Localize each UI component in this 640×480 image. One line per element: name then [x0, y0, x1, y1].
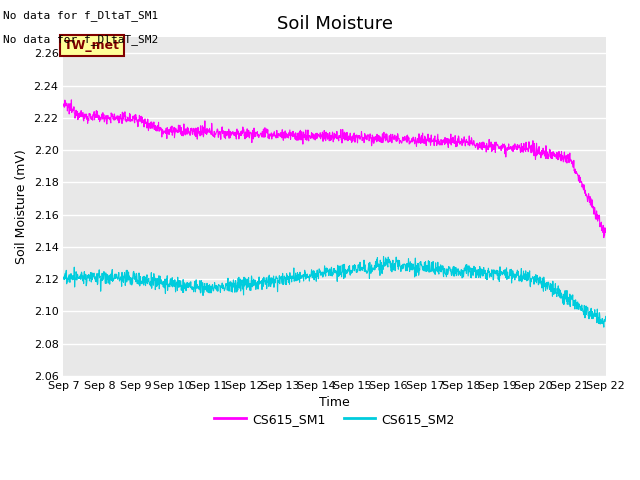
CS615_SM2: [102, 281, 109, 287]
Title: Soil Moisture: Soil Moisture: [276, 15, 392, 33]
Line: CS615_SM1: CS615_SM1: [63, 100, 605, 238]
CS615_SM2: [368, 269, 376, 275]
CS615_SM2: [60, 276, 67, 281]
CS615_SM2: [602, 313, 609, 319]
Y-axis label: Soil Moisture (mV): Soil Moisture (mV): [15, 149, 28, 264]
CS615_SM1: [290, 133, 298, 139]
Text: No data for f_DltaT_SM1: No data for f_DltaT_SM1: [3, 10, 159, 21]
Text: No data for f_DltaT_SM2: No data for f_DltaT_SM2: [3, 34, 159, 45]
CS615_SM2: [124, 274, 131, 279]
Line: CS615_SM2: CS615_SM2: [63, 256, 605, 327]
CS615_SM1: [369, 132, 376, 138]
CS615_SM2: [290, 273, 298, 278]
CS615_SM1: [602, 227, 609, 232]
Text: TW_met: TW_met: [64, 39, 120, 52]
CS615_SM1: [301, 131, 309, 137]
CS615_SM2: [380, 253, 387, 259]
CS615_SM1: [600, 235, 607, 240]
CS615_SM1: [102, 115, 109, 121]
X-axis label: Time: Time: [319, 396, 350, 409]
CS615_SM1: [60, 103, 67, 108]
CS615_SM1: [68, 97, 76, 103]
CS615_SM1: [311, 136, 319, 142]
CS615_SM2: [301, 267, 308, 273]
CS615_SM1: [124, 114, 132, 120]
Legend: CS615_SM1, CS615_SM2: CS615_SM1, CS615_SM2: [209, 408, 460, 431]
CS615_SM2: [310, 268, 318, 274]
CS615_SM2: [600, 324, 607, 330]
